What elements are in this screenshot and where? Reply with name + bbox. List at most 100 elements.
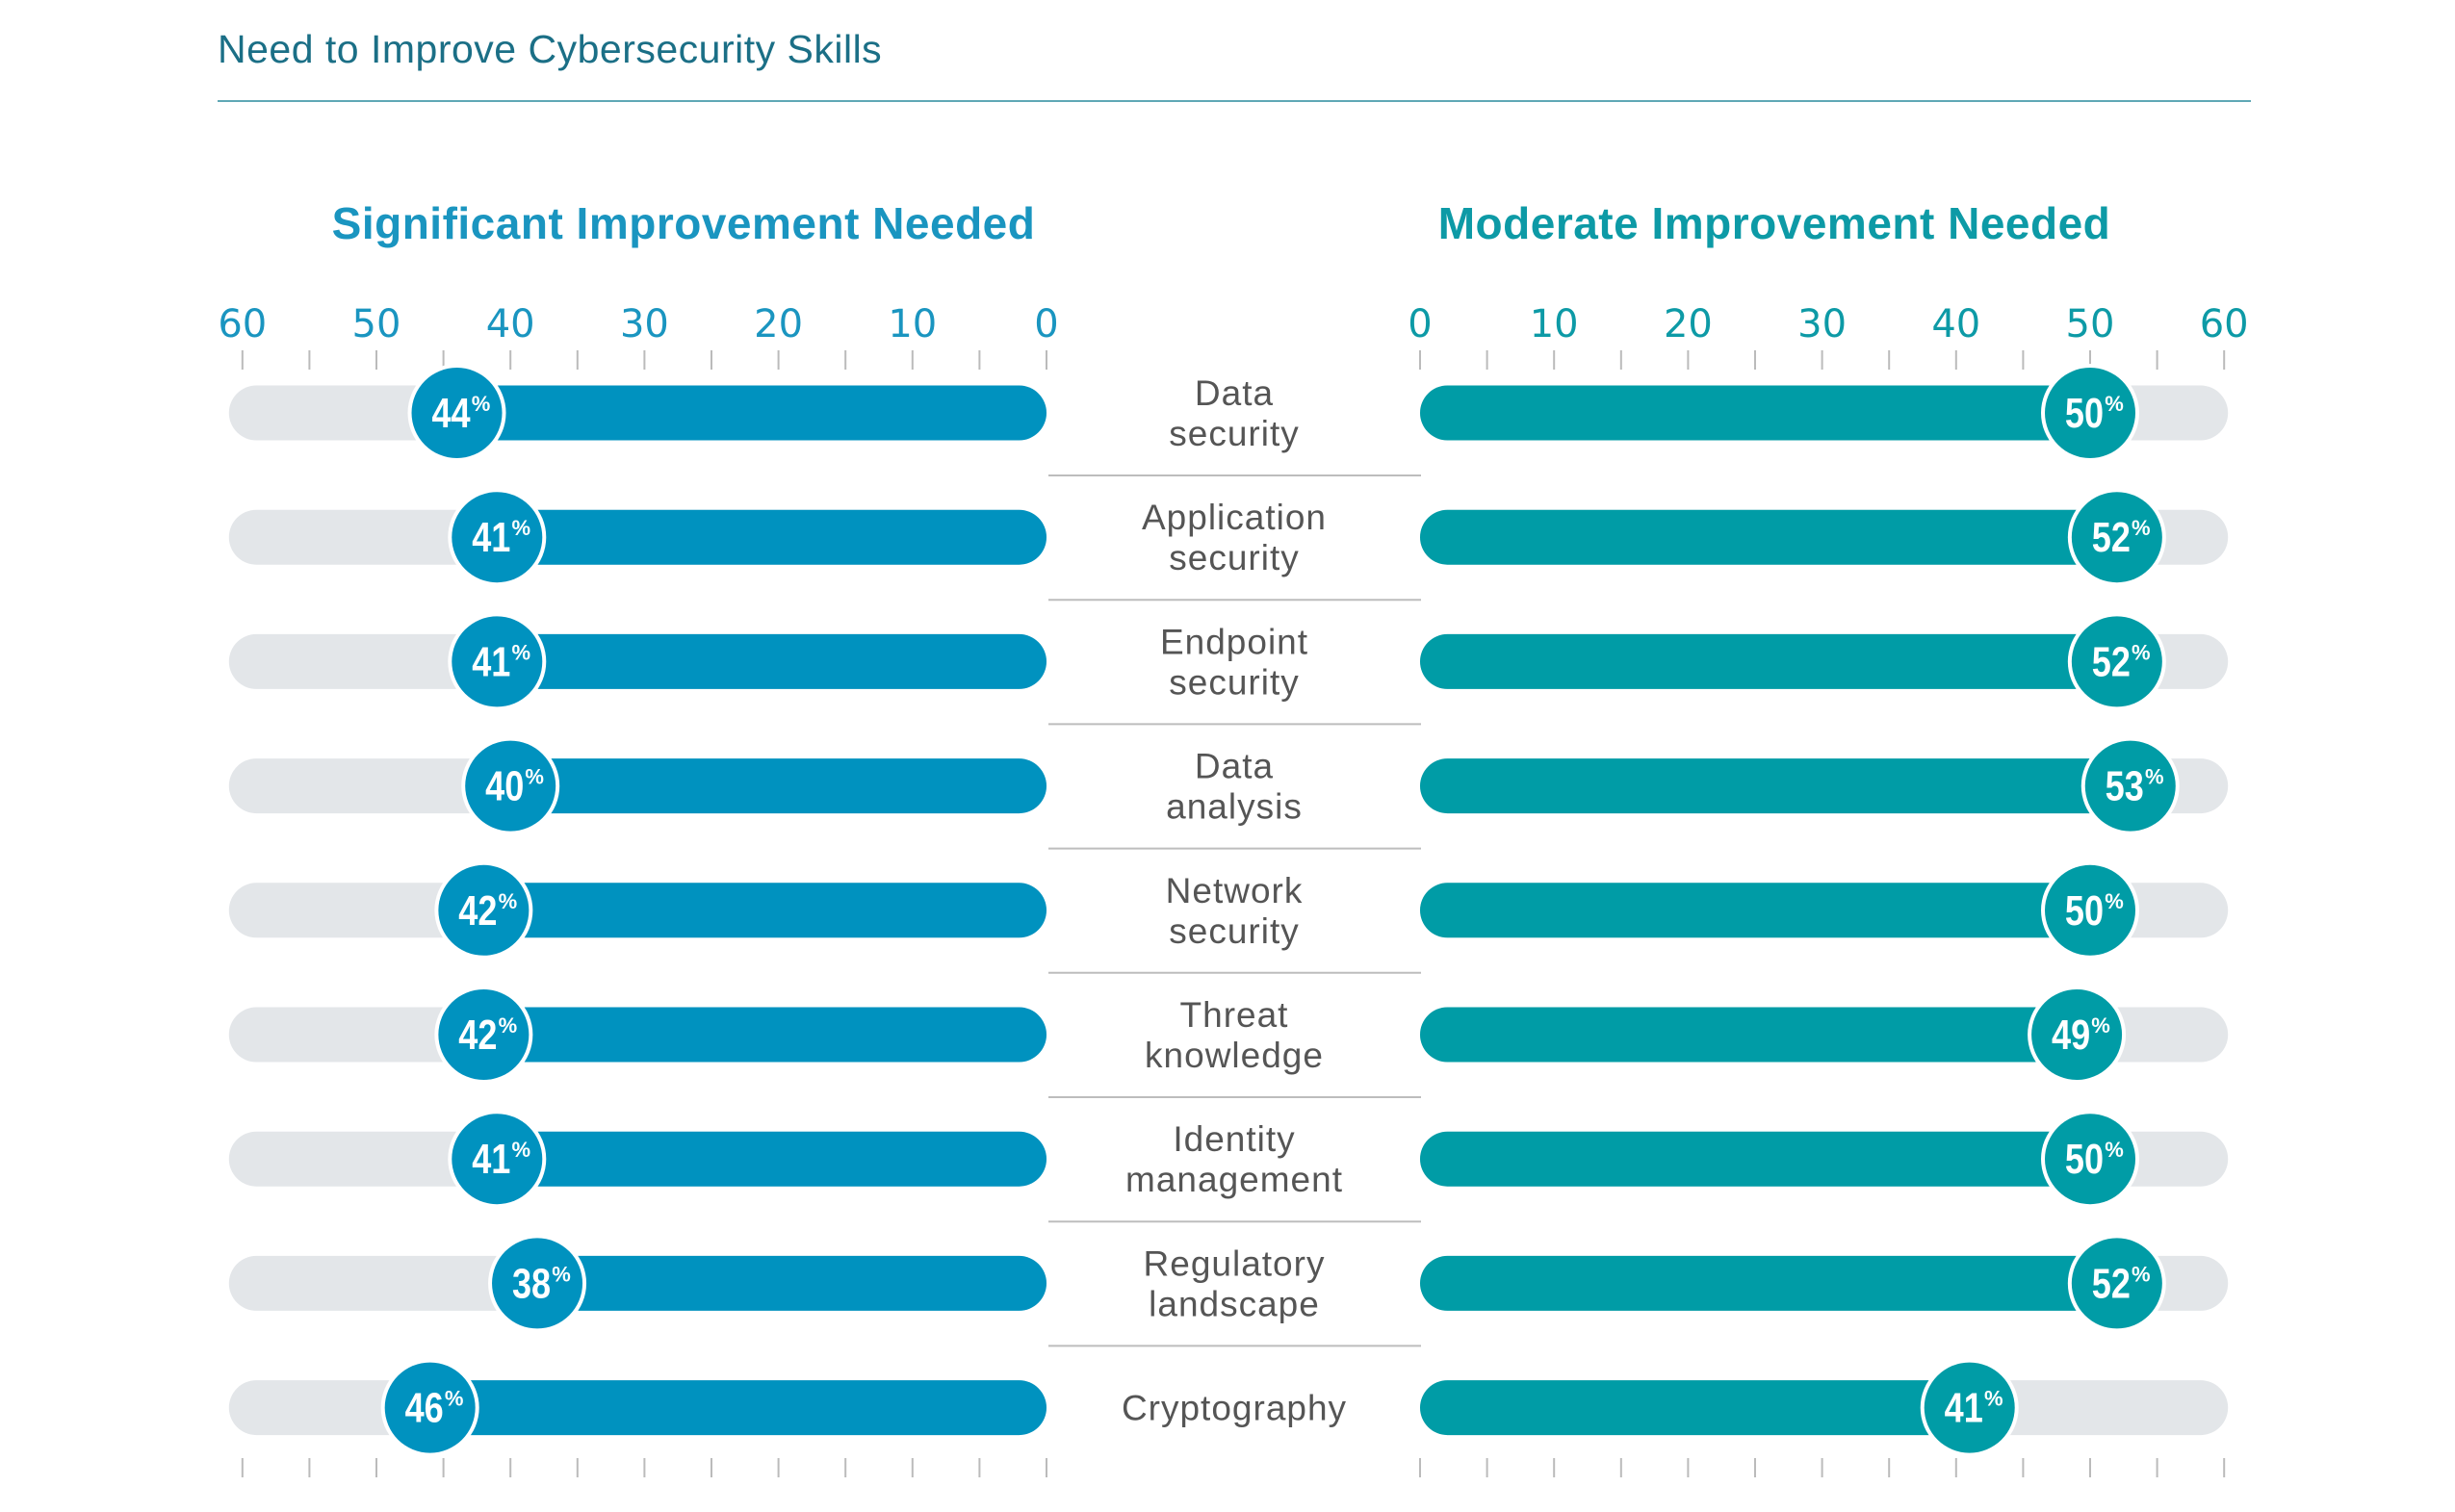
bar-significant xyxy=(497,509,1047,565)
axis-tick-label-left: 30 xyxy=(620,302,669,346)
percent-sign: % xyxy=(2132,1262,2151,1286)
bar-moderate xyxy=(1420,883,2090,938)
badge-moderate xyxy=(2071,492,2162,583)
axis-tick-label-left: 10 xyxy=(888,302,937,346)
category-label: Cryptography xyxy=(1122,1389,1347,1428)
badge-significant xyxy=(492,1238,583,1329)
percent-sign: % xyxy=(2105,1138,2124,1162)
percent-sign: % xyxy=(2105,392,2124,416)
percent-sign: % xyxy=(552,1262,571,1286)
axis-tick-label-left: 20 xyxy=(754,302,803,346)
percent-sign: % xyxy=(511,516,530,540)
bar-moderate xyxy=(1420,1380,1970,1436)
badge-moderate xyxy=(1924,1362,2015,1453)
data-label-significant: 41 xyxy=(472,1136,510,1183)
data-label-significant: 40 xyxy=(485,762,524,809)
percent-sign: % xyxy=(511,1138,530,1162)
category-label: Data xyxy=(1195,373,1274,413)
bar-significant xyxy=(429,1380,1047,1436)
data-label-moderate: 49 xyxy=(2052,1012,2090,1059)
percent-sign: % xyxy=(2132,516,2151,540)
chart-title: Need to Improve Cybersecurity Skills xyxy=(218,27,883,71)
category-label: Endpoint xyxy=(1160,622,1308,661)
category-label: Network xyxy=(1166,871,1304,910)
data-label-significant: 42 xyxy=(458,1012,497,1059)
category-label: security xyxy=(1169,538,1299,577)
bar-significant xyxy=(537,1255,1047,1311)
data-label-moderate: 50 xyxy=(2065,1136,2104,1183)
data-label-moderate: 52 xyxy=(2092,1260,2131,1307)
badge-moderate xyxy=(2084,740,2176,832)
badge-significant xyxy=(384,1362,476,1453)
percent-sign: % xyxy=(2091,1013,2110,1038)
bar-moderate xyxy=(1420,1131,2090,1187)
data-label-moderate: 50 xyxy=(2065,390,2104,437)
percent-sign: % xyxy=(525,765,544,789)
badge-significant xyxy=(438,864,530,956)
percent-sign: % xyxy=(472,392,491,416)
bar-significant xyxy=(483,883,1047,938)
bar-significant xyxy=(483,1007,1047,1063)
axis-tick-label-left: 50 xyxy=(352,302,401,346)
chart-row: 46% 41 %Cryptography xyxy=(228,1358,2229,1457)
data-label-moderate: 52 xyxy=(2092,514,2131,561)
bar-moderate xyxy=(1420,509,2117,565)
percent-sign: % xyxy=(499,889,518,913)
data-label-significant: 46 xyxy=(405,1384,444,1431)
percent-sign: % xyxy=(1984,1387,2003,1411)
category-label: security xyxy=(1169,911,1299,951)
axis-tick-label-left: 40 xyxy=(486,302,535,346)
category-label: security xyxy=(1169,414,1299,453)
category-label: knowledge xyxy=(1145,1036,1324,1075)
axis-tick-label-right: 0 xyxy=(1408,302,1432,346)
badge-significant xyxy=(411,368,503,458)
data-label-moderate: 50 xyxy=(2065,886,2104,934)
percent-sign: % xyxy=(511,640,530,664)
category-label: Regulatory xyxy=(1144,1243,1326,1283)
axis-tick-label-right: 50 xyxy=(2066,302,2115,346)
badge-significant xyxy=(465,740,556,832)
bar-significant xyxy=(497,633,1047,689)
axis-tick-label-right: 60 xyxy=(2200,302,2249,346)
category-label: Threat xyxy=(1180,995,1289,1035)
badge-moderate xyxy=(2045,1114,2135,1205)
badge-significant xyxy=(452,492,543,583)
data-label-significant: 44 xyxy=(431,390,471,437)
badge-significant xyxy=(452,616,543,707)
series-title-significant: Significant Improvement Needed xyxy=(331,198,1036,248)
percent-sign: % xyxy=(2105,889,2124,913)
axis-tick-label-right: 20 xyxy=(1664,302,1713,346)
bar-moderate xyxy=(1420,1007,2078,1063)
data-label-moderate: 41 xyxy=(1945,1384,1983,1431)
percent-sign: % xyxy=(445,1387,464,1411)
axis-tick-label-right: 10 xyxy=(1530,302,1579,346)
category-label: Identity xyxy=(1173,1119,1295,1159)
bar-moderate xyxy=(1420,758,2131,814)
category-label: management xyxy=(1125,1160,1343,1199)
badge-moderate xyxy=(2071,616,2162,707)
data-label-moderate: 52 xyxy=(2092,638,2131,685)
data-label-significant: 41 xyxy=(472,638,510,685)
bar-moderate xyxy=(1420,633,2117,689)
badge-moderate xyxy=(2045,864,2135,956)
badge-moderate xyxy=(2071,1238,2162,1329)
badge-significant xyxy=(438,989,530,1080)
data-label-significant: 38 xyxy=(512,1260,551,1307)
category-label: Application xyxy=(1142,498,1327,537)
title-divider xyxy=(218,100,2251,102)
category-label: landscape xyxy=(1149,1284,1320,1323)
category-label: security xyxy=(1169,662,1299,702)
percent-sign: % xyxy=(499,1013,518,1038)
badge-moderate xyxy=(2045,368,2135,458)
badge-moderate xyxy=(2031,989,2123,1080)
bar-moderate xyxy=(1420,1255,2117,1311)
bar-significant xyxy=(456,385,1047,441)
axis-tick-label-left: 0 xyxy=(1034,302,1058,346)
